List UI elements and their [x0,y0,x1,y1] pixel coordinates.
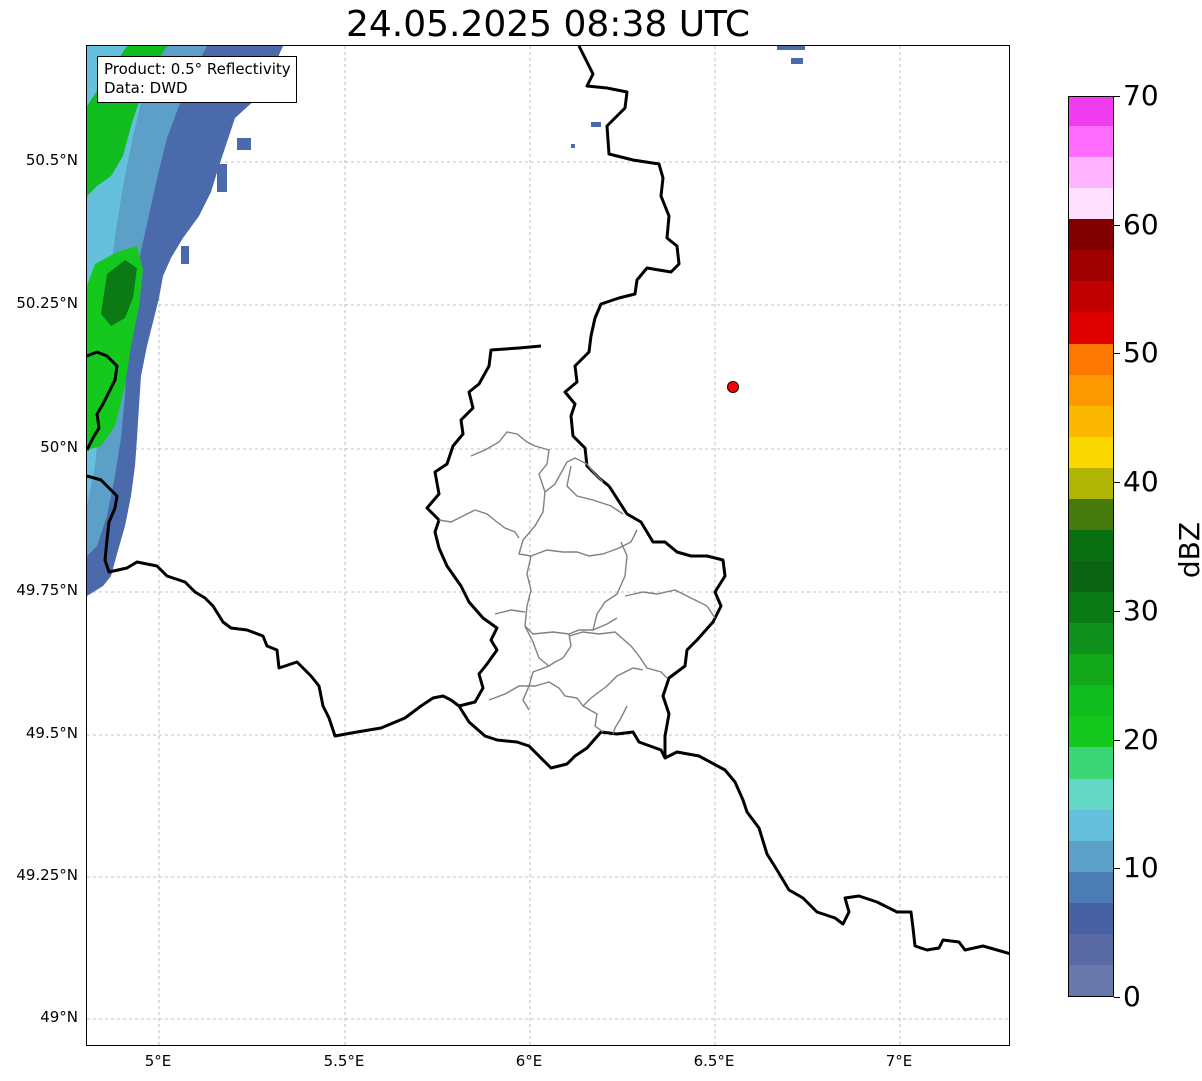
lat-tick-label: 49.25°N [16,866,78,884]
lon-tick-label: 6.5°E [693,1052,735,1070]
location-marker [727,381,739,393]
colorbar-segment [1069,777,1113,810]
colorbar-segment [1069,591,1113,624]
colorbar-segment [1069,622,1113,655]
gridlines [87,46,1009,1045]
colorbar-tick-label: 20 [1123,723,1159,756]
lat-tick-label: 49.75°N [16,581,78,599]
colorbar-tick-label: 50 [1123,336,1159,369]
radar-echo-scattered [181,46,805,264]
border-be-de [563,46,681,488]
colorbar-segment [1069,374,1113,406]
lon-tick-label: 5.5°E [323,1052,365,1070]
colorbar-segment [1069,218,1113,251]
border-lu-east [607,485,727,758]
colorbar-tick-label: 0 [1123,980,1141,1013]
colorbar-segment [1069,964,1113,996]
colorbar [1068,96,1114,997]
colorbar-segment [1069,809,1113,841]
border-lu-south [457,705,1009,955]
lat-tick-label: 49.5°N [25,724,78,742]
colorbar-segment [1069,933,1113,965]
map-svg [87,46,1009,1045]
colorbar-segment [1069,467,1113,499]
lat-tick-label: 49°N [40,1008,78,1026]
lon-tick-label: 6°E [515,1052,543,1070]
colorbar-segment [1069,436,1113,468]
colorbar-segment [1069,653,1113,686]
lon-tick-label: 7°E [885,1052,913,1070]
border-be-fr-west [87,350,119,451]
colorbar-tick [1114,96,1120,97]
country-borders [87,46,1009,955]
radar-echo-core [101,260,137,326]
colorbar-segment [1069,560,1113,593]
lon-tick-label: 5°E [144,1052,172,1070]
colorbar-segment [1069,342,1113,375]
colorbar-segment [1069,405,1113,437]
colorbar-segment [1069,902,1113,934]
colorbar-tick [1114,482,1120,483]
colorbar-tick [1114,353,1120,354]
colorbar-unit-label: dBZ [1173,521,1202,579]
colorbar-segment [1069,187,1113,220]
colorbar-tick [1114,997,1120,998]
lat-tick-label: 50.25°N [16,294,78,312]
map-panel[interactable] [86,45,1010,1046]
border-lu-north [425,344,542,708]
lat-tick-label: 50°N [40,438,78,456]
colorbar-tick [1114,611,1120,612]
colorbar-tick-label: 40 [1123,465,1159,498]
colorbar-tick [1114,740,1120,741]
colorbar-segment [1069,280,1113,313]
map-title: 24.05.2025 08:38 UTC [345,4,751,45]
district-borders [438,431,716,735]
colorbar-segment [1069,156,1113,189]
data-source-label: Data: DWD [104,79,188,97]
colorbar-tick-label: 70 [1123,79,1159,112]
colorbar-segment [1069,97,1113,127]
colorbar-segment [1069,125,1113,158]
colorbar-segment [1069,249,1113,282]
colorbar-segment [1069,746,1113,779]
colorbar-segment [1069,715,1113,748]
border-fr-be [87,474,460,738]
lat-tick-label: 50.5°N [25,151,78,169]
colorbar-tick-label: 60 [1123,208,1159,241]
colorbar-tick [1114,868,1120,869]
colorbar-segment [1069,311,1113,344]
product-info-box: Product: 0.5° Reflectivity Data: DWD [97,56,297,103]
colorbar-tick-label: 10 [1123,851,1159,884]
radar-echo-region [87,46,805,596]
colorbar-tick-label: 30 [1123,594,1159,627]
colorbar-segment [1069,871,1113,903]
product-label: Product: 0.5° Reflectivity [104,60,291,78]
colorbar-segment [1069,498,1113,530]
colorbar-segment [1069,684,1113,717]
colorbar-segment [1069,840,1113,872]
colorbar-tick [1114,225,1120,226]
colorbar-segment [1069,529,1113,562]
